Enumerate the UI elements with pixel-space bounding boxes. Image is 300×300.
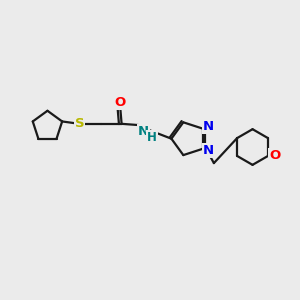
Text: N: N — [203, 144, 214, 157]
Text: O: O — [115, 96, 126, 109]
Text: S: S — [75, 117, 84, 130]
Text: N: N — [138, 125, 149, 138]
Text: O: O — [269, 149, 280, 162]
Text: H: H — [147, 131, 157, 144]
Text: N: N — [203, 120, 214, 133]
